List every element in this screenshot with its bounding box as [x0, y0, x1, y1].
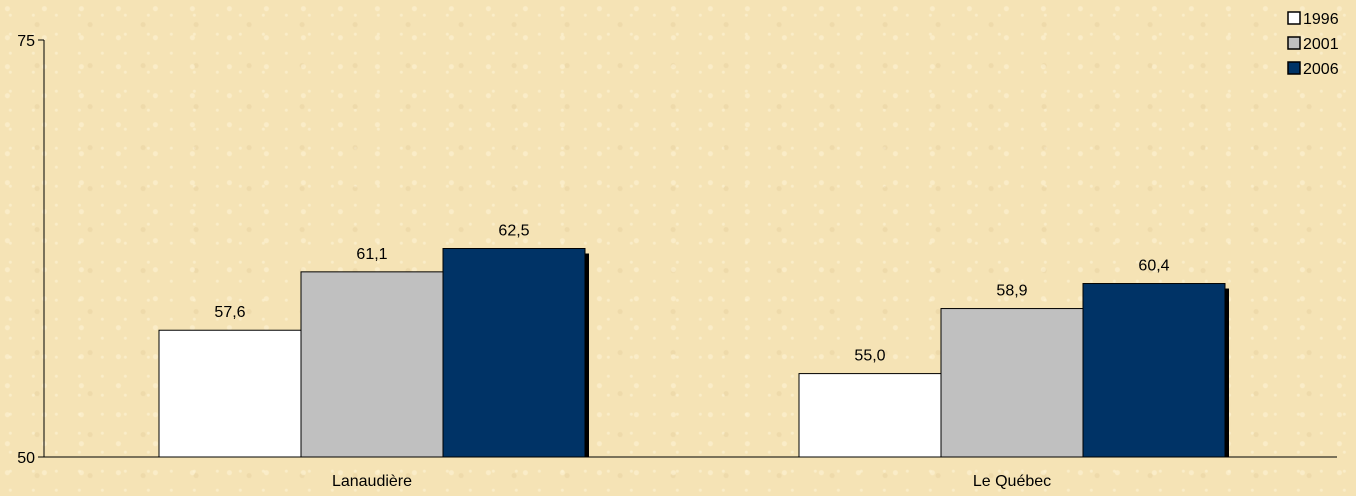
bar-2001-0 — [300, 271, 444, 458]
value-label: 61,1 — [356, 246, 387, 263]
legend-swatch — [1287, 11, 1301, 25]
bar-2001-1 — [940, 308, 1084, 458]
y-tick-label: 75 — [17, 33, 35, 50]
legend-label: 1996 — [1303, 11, 1339, 28]
bar-1996-1 — [798, 373, 942, 458]
legend: 1996 2001 2006 — [1287, 11, 1339, 78]
bar-1996-0 — [158, 329, 302, 458]
value-label: 62,5 — [498, 223, 529, 240]
x-tick-label: Lanaudière — [332, 473, 412, 490]
value-label: 57,6 — [214, 304, 245, 321]
legend-swatch — [1287, 61, 1301, 75]
x-axis-ticks: Lanaudière Le Québec — [332, 473, 1051, 490]
x-tick-label: Le Québec — [973, 473, 1051, 490]
value-label: 55,0 — [854, 348, 885, 365]
bar-2006-0 — [442, 248, 586, 458]
legend-label: 2001 — [1303, 36, 1339, 53]
legend-swatch — [1287, 36, 1301, 50]
value-label: 60,4 — [1138, 258, 1169, 275]
value-labels: 57,6 61,1 62,5 55,0 58,9 60,4 — [214, 223, 1169, 365]
y-axis-ticks: 75 50 — [17, 33, 44, 467]
value-label: 58,9 — [996, 283, 1027, 300]
bars — [158, 248, 1226, 458]
y-tick-label: 50 — [17, 450, 35, 467]
bar-2006-1 — [1082, 283, 1226, 458]
legend-label: 2006 — [1303, 61, 1339, 78]
